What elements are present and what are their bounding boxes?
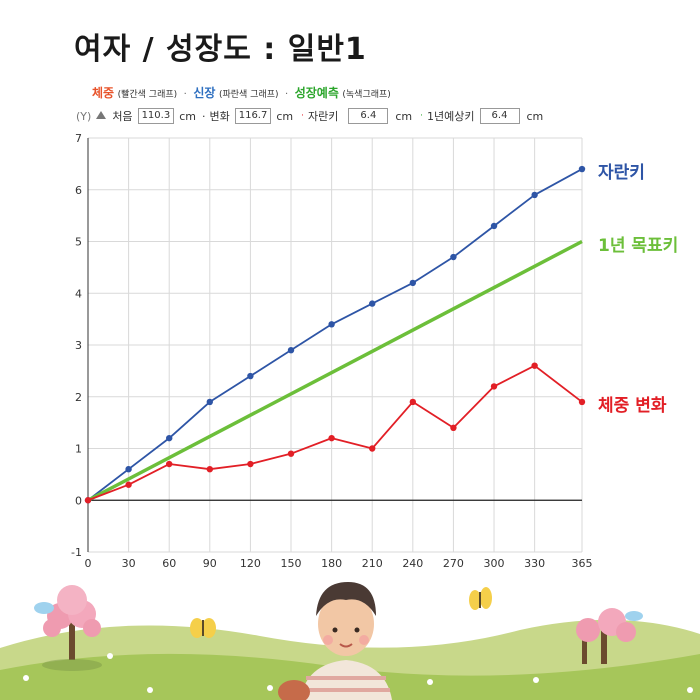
legend-forecast-label: 성장예측 [294,86,339,100]
series-point-0 [531,191,538,199]
x-tick-label: 90 [203,557,217,570]
x-tick-label: 120 [240,557,261,570]
chart-legend: 체중 (빨간색 그래프) · 신장 (파란색 그래프) · 성장예측 (녹색그래… [92,84,391,101]
series-line-0 [87,168,583,501]
series-point-2 [247,460,254,468]
legend-weight-label: 체중 [92,86,115,100]
decorative-illustration [0,582,700,700]
y-tick-label: 0 [75,494,82,507]
series-label-0: 자란키 [598,163,645,184]
y-tick-label: 4 [75,287,82,300]
x-tick-label: 0 [85,557,92,570]
first-height-label: 처음 [112,110,133,123]
series-point-2 [450,424,457,431]
series-point-2 [531,362,538,369]
series-point-2 [84,497,92,504]
y-tick-label: 7 [75,132,82,145]
change-height-field[interactable]: 116.7 [234,108,272,124]
y-tick-label: 5 [75,236,82,249]
series-point-2 [578,398,586,406]
y-tick-label: 1 [75,443,82,456]
series-point-2 [369,445,376,452]
x-tick-label: 150 [281,557,302,570]
first-height-field[interactable]: 110.3 [137,108,175,124]
series-point-0 [328,321,335,328]
measurement-info: (Y) 처음 110.3 cm · 변화 116.7 cm · 자란키 6.4 … [74,108,545,124]
series-point-0 [287,346,295,354]
x-tick-label: 330 [524,557,545,570]
x-tick-label: 270 [443,557,464,570]
child-figure [278,582,392,700]
forecast-label: 1년예상키 [427,110,475,123]
series-point-2 [409,398,417,406]
series-line-1 [87,239,583,502]
x-tick-label: 180 [321,557,342,570]
x-tick-label: 300 [484,557,505,570]
tree-right [576,608,643,664]
series-point-2 [166,460,173,468]
series-point-0 [369,300,376,307]
series-point-0 [578,165,586,173]
forecast-prefix: · [420,111,424,121]
legend-forecast-note: (녹색그래프) [342,90,391,100]
series-point-0 [450,253,457,261]
series-point-0 [206,398,214,406]
x-tick-label: 30 [122,557,136,570]
change-height-unit: cm [276,109,294,123]
page-title: 여자 / 성장도 : 일반1 [74,32,367,67]
first-height-unit: cm [179,109,196,123]
series-label-1: 1년 목표키 [598,235,679,256]
tree-left [34,585,102,671]
series-point-2 [287,450,295,457]
series-point-0 [490,222,498,230]
series-point-0 [247,372,254,380]
x-tick-label: 240 [402,557,423,570]
change-prefix: · [201,109,206,123]
y-tick-label: -1 [71,546,82,559]
legend-weight-note: (빨간색 그래프) [117,90,178,100]
legend-separator: · [183,89,187,100]
series-point-0 [409,279,417,287]
forecast-unit: cm [526,109,544,123]
series-point-2 [328,434,335,442]
up-arrow-icon [96,111,107,119]
legend-separator: · [285,89,289,100]
growth-label: 자란키 [308,110,339,123]
series-point-2 [125,481,132,488]
legend-height-note: (파란색 그래프) [218,90,279,100]
legend-height-label: 신장 [193,86,216,100]
flowers [23,653,693,693]
series-line-2 [87,364,583,502]
series-point-2 [206,466,214,473]
y-tick-label: 2 [75,391,82,404]
growth-prefix: · [301,111,304,121]
x-tick-label: 210 [362,557,383,570]
y-axis-marker: (Y) [76,109,92,123]
x-tick-label: 60 [162,557,176,570]
y-tick-label: 3 [75,339,82,352]
series-point-2 [490,383,498,390]
forecast-field[interactable]: 6.4 [479,108,520,124]
butterfly-left [190,618,216,638]
change-height-label: 변화 [209,110,230,123]
growth-field[interactable]: 6.4 [348,108,389,124]
butterfly-right [469,587,492,610]
series-label-2: 체중 변화 [598,395,667,416]
series-point-0 [166,434,173,442]
x-tick-label: 365 [572,557,593,570]
series-point-0 [125,466,132,473]
y-tick-label: 6 [75,184,82,197]
growth-unit: cm [395,109,413,123]
